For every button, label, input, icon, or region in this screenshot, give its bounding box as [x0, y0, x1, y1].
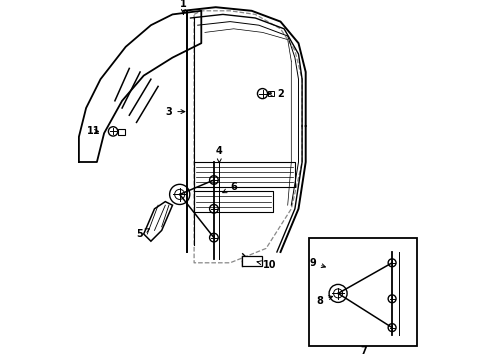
Text: 2: 2	[267, 89, 284, 99]
Bar	[118, 129, 125, 135]
Text: 8: 8	[316, 296, 332, 306]
FancyBboxPatch shape	[309, 238, 416, 346]
Text: 6: 6	[223, 182, 237, 193]
Text: 1: 1	[180, 0, 186, 14]
Text: 10: 10	[257, 260, 276, 270]
Text: 4: 4	[216, 146, 222, 163]
Text: 5: 5	[137, 229, 149, 239]
Bar	[241, 256, 261, 266]
Bar	[267, 91, 274, 96]
Text: 7: 7	[359, 346, 366, 356]
Text: 9: 9	[309, 258, 325, 268]
Text: 3: 3	[165, 107, 184, 117]
Text: 11: 11	[86, 126, 100, 136]
